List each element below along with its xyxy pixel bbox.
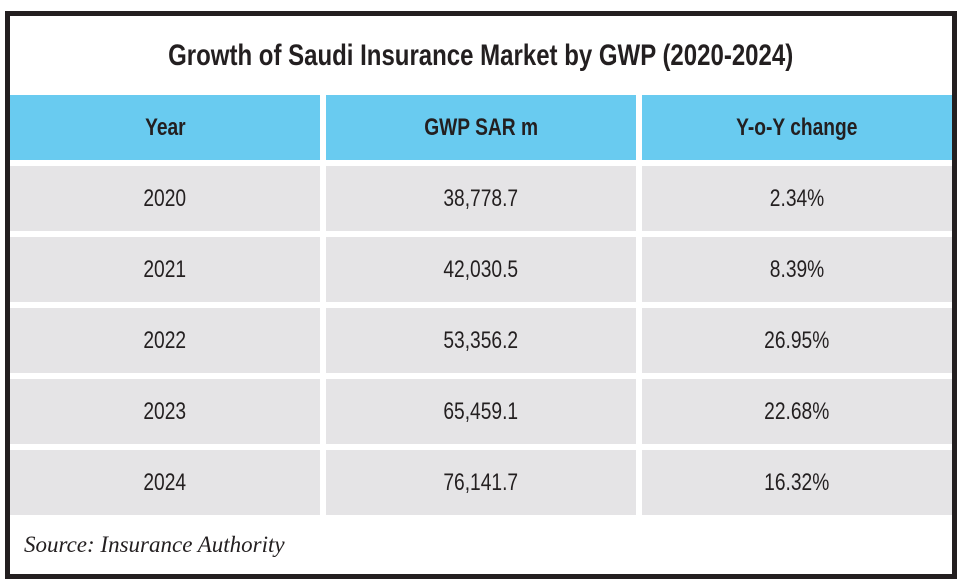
column-header-gwp-label: GWP SAR m — [424, 113, 538, 141]
table-row-2021-gwp: 42,030.5 — [326, 237, 636, 302]
table-row-2024-yoy: 16.32% — [642, 450, 952, 515]
title-band: Growth of Saudi Insurance Market by GWP … — [10, 16, 952, 95]
table-title: Growth of Saudi Insurance Market by GWP … — [168, 38, 794, 72]
table-row-2023-year: 2023 — [10, 379, 320, 444]
table-row-2021-year: 2021 — [10, 237, 320, 302]
column-header-yoy-label: Y-o-Y change — [736, 113, 858, 141]
table-row-2020-gwp: 38,778.7 — [326, 166, 636, 231]
table-row-2020-year: 2020 — [10, 166, 320, 231]
table-row-2024-gwp: 76,141.7 — [326, 450, 636, 515]
table-frame: Growth of Saudi Insurance Market by GWP … — [5, 11, 957, 579]
cell-value: 76,141.7 — [443, 468, 519, 496]
table-row-2022-yoy: 26.95% — [642, 308, 952, 373]
table-row-2023-yoy: 22.68% — [642, 379, 952, 444]
table-row-2024-year: 2024 — [10, 450, 320, 515]
column-header-year-label: Year — [144, 113, 186, 141]
cell-value: 38,778.7 — [443, 184, 519, 212]
column-header-yoy: Y-o-Y change — [642, 95, 952, 160]
table-row-2023-gwp: 65,459.1 — [326, 379, 636, 444]
column-header-year: Year — [10, 95, 320, 160]
cell-value: 16.32% — [764, 468, 830, 496]
source-note: Source: Insurance Authority — [24, 531, 285, 557]
column-header-gwp: GWP SAR m — [326, 95, 636, 160]
table-row-2021-yoy: 8.39% — [642, 237, 952, 302]
cell-value: 42,030.5 — [443, 255, 519, 283]
cell-value: 2023 — [143, 397, 187, 425]
source-band: Source: Insurance Authority — [10, 515, 952, 574]
cell-value: 53,356.2 — [443, 326, 519, 354]
table-row-2020-yoy: 2.34% — [642, 166, 952, 231]
cell-value: 2021 — [143, 255, 187, 283]
cell-value: 65,459.1 — [443, 397, 519, 425]
cell-value: 8.39% — [769, 255, 825, 283]
cell-value: 2020 — [143, 184, 187, 212]
cell-value: 2.34% — [769, 184, 825, 212]
cell-value: 22.68% — [764, 397, 830, 425]
insurance-gwp-table: Year GWP SAR m Y-o-Y change 2020 38,778.… — [10, 95, 952, 515]
table-row-2022-year: 2022 — [10, 308, 320, 373]
cell-value: 2022 — [143, 326, 187, 354]
cell-value: 2024 — [143, 468, 187, 496]
cell-value: 26.95% — [764, 326, 830, 354]
table-row-2022-gwp: 53,356.2 — [326, 308, 636, 373]
